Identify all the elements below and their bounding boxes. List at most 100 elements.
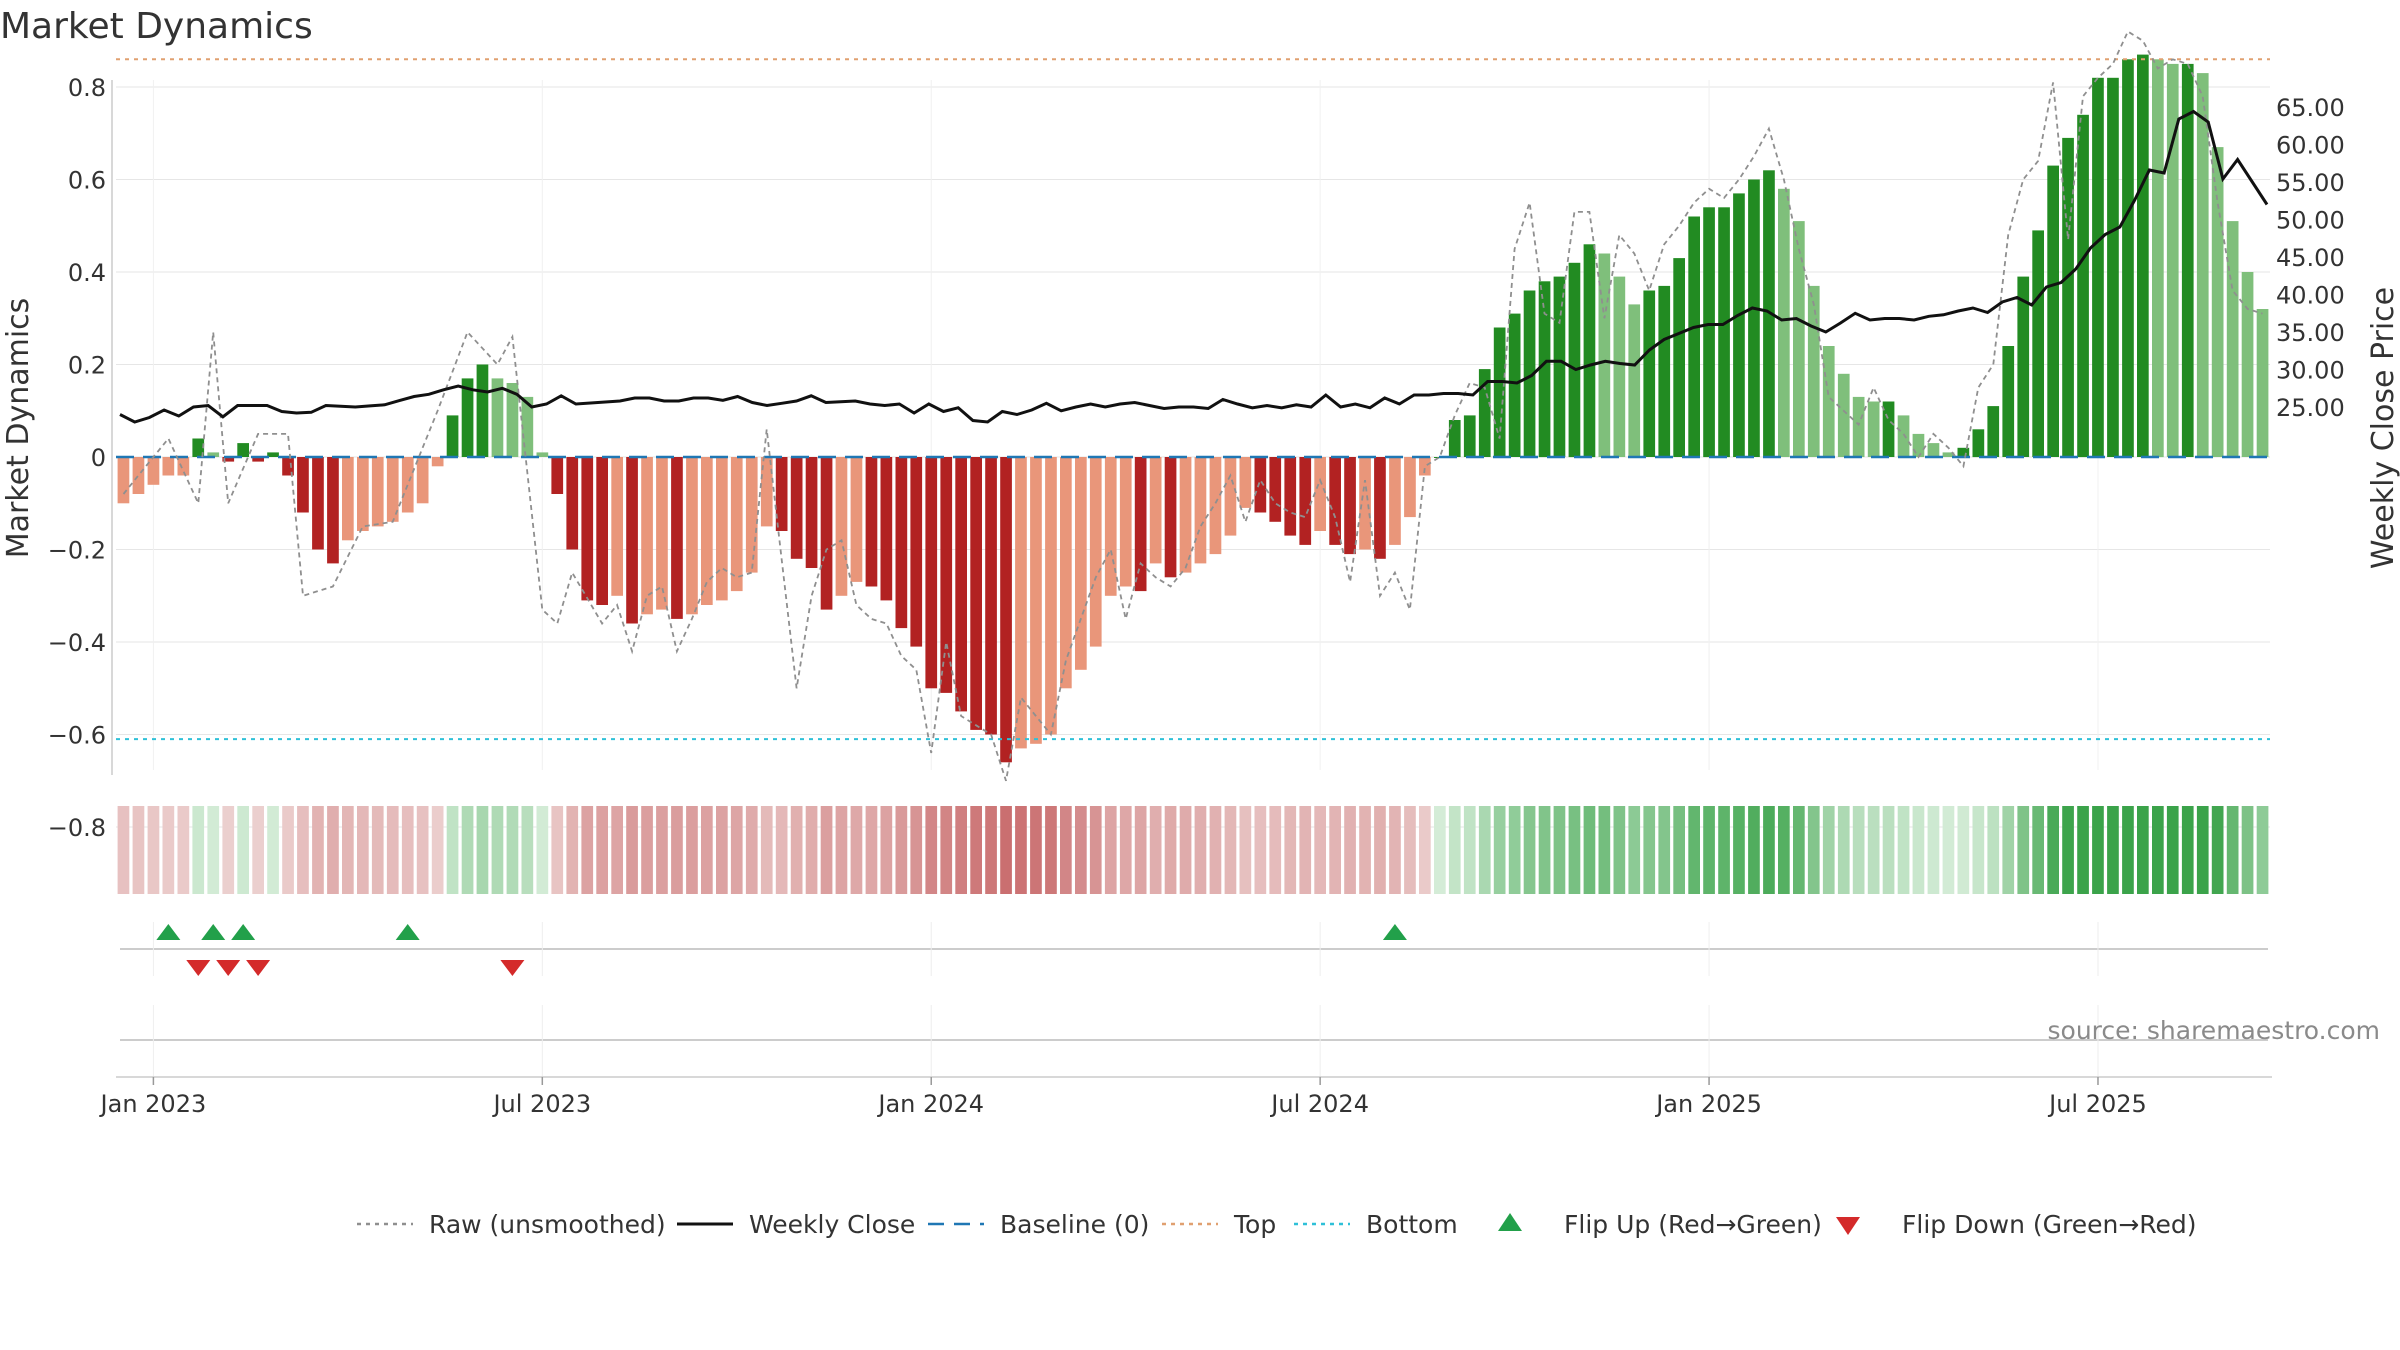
strip-cell-130: [2062, 806, 2074, 894]
strip-cell-133: [2107, 806, 2119, 894]
strip-cell-140: [2211, 806, 2224, 894]
strip-cell-69: [1149, 806, 1162, 894]
bar-18: [386, 457, 399, 522]
bar-2: [147, 457, 160, 485]
legend: Raw (unsmoothed) Weekly Close Baseline (0)…: [357, 1210, 2197, 1239]
flip-down-marker-1: [216, 960, 241, 976]
bar-36: [656, 457, 668, 610]
bar-82: [1344, 457, 1356, 555]
strip-cell-84: [1374, 806, 1386, 894]
strip-cell-79: [1299, 806, 1312, 894]
bar-89: [1448, 420, 1461, 457]
right-tick-6: 35.00: [2276, 319, 2345, 347]
bar-30: [566, 457, 579, 550]
bar-56: [955, 457, 967, 712]
bar-27: [521, 396, 534, 457]
strip-cell-43: [760, 806, 773, 894]
strip-cell-60: [1015, 806, 1027, 894]
bar-31: [581, 457, 594, 601]
bar-122: [1942, 452, 1955, 457]
legend-item-4: Bottom: [1294, 1210, 1458, 1239]
bar-48: [835, 457, 848, 596]
strip-cell-80: [1314, 806, 1326, 894]
strip-cell-59: [1000, 806, 1012, 894]
y-axis-label: Market Dynamics: [1, 298, 36, 559]
legend-item-5: Flip Up (Red→Green): [1498, 1210, 1822, 1239]
bar-12: [297, 457, 309, 513]
strip-cell-132: [2092, 806, 2104, 894]
bar-118: [1882, 401, 1895, 457]
bar-8: [237, 443, 249, 457]
bar-93: [1508, 313, 1521, 457]
x-tick-label-1: Jul 2023: [491, 1090, 591, 1118]
strip-cell-137: [2166, 806, 2179, 894]
strip-cell-92: [1493, 806, 1506, 894]
strip-cell-55: [940, 806, 953, 894]
bar-116: [1852, 396, 1865, 457]
strip-cell-122: [1942, 806, 1955, 894]
bar-37: [671, 457, 683, 619]
strip-cell-10: [267, 806, 279, 894]
strip-cell-27: [521, 806, 534, 894]
bar-42: [745, 457, 758, 573]
legend-label-4: Bottom: [1366, 1210, 1458, 1239]
bar-134: [2122, 59, 2134, 458]
bar-115: [1837, 373, 1850, 457]
right-tick-1: 60.00: [2276, 132, 2345, 160]
bar-66: [1104, 457, 1117, 596]
strip-cell-108: [1733, 806, 1745, 894]
strip-cell-5: [192, 806, 205, 894]
bar-5: [192, 438, 205, 457]
bar-63: [1060, 457, 1072, 689]
strip-cell-119: [1897, 806, 1910, 894]
bar-45: [790, 457, 803, 559]
bar-129: [2047, 165, 2059, 457]
bar-120: [1912, 433, 1925, 457]
bar-79: [1299, 457, 1312, 545]
strip-cell-116: [1852, 806, 1865, 894]
strip-cell-73: [1209, 806, 1222, 894]
strip-cell-91: [1478, 806, 1491, 894]
strip-cell-23: [461, 806, 474, 894]
bar-59: [1000, 457, 1012, 763]
strip-cell-105: [1688, 806, 1700, 894]
strip-cell-40: [716, 806, 728, 894]
bar-77: [1269, 457, 1282, 522]
strip-cell-25: [491, 806, 504, 894]
strip-cell-15: [342, 806, 354, 894]
strip-cell-125: [1987, 806, 2000, 894]
bar-19: [401, 457, 414, 513]
bar-85: [1389, 457, 1401, 545]
strip-cell-62: [1045, 806, 1057, 894]
bar-114: [1822, 346, 1835, 457]
strip-cell-53: [910, 806, 923, 894]
bar-140: [2211, 147, 2224, 457]
strip-cell-39: [701, 806, 713, 894]
legend-item-6: Flip Down (Green→Red): [1836, 1210, 2197, 1239]
strip-cell-63: [1060, 806, 1072, 894]
right-tick-8: 25.00: [2276, 394, 2345, 422]
strip-cell-24: [476, 806, 489, 894]
strip-cell-93: [1508, 806, 1521, 894]
bar-133: [2107, 77, 2119, 458]
strip-cell-35: [641, 806, 653, 894]
strip-cell-74: [1224, 806, 1237, 894]
flip-up-marker-0: [156, 924, 181, 940]
bar-137: [2166, 63, 2179, 458]
bar-60: [1015, 457, 1027, 749]
bar-142: [2241, 272, 2254, 457]
bar-46: [805, 457, 818, 568]
bar-71: [1179, 457, 1192, 573]
strip-cell-16: [357, 806, 369, 894]
strip-cell-107: [1718, 806, 1730, 894]
bar-23: [461, 378, 474, 457]
bar-73: [1209, 457, 1222, 555]
bar-49: [850, 457, 863, 582]
strip-cell-77: [1269, 806, 1282, 894]
flip-down-marker-2: [246, 960, 271, 976]
legend-swatch-5: [1498, 1213, 1522, 1231]
bar-135: [2137, 54, 2149, 457]
right-tick-7: 30.00: [2276, 357, 2345, 385]
strip-cell-75: [1239, 806, 1252, 894]
strip-cell-101: [1628, 806, 1641, 894]
